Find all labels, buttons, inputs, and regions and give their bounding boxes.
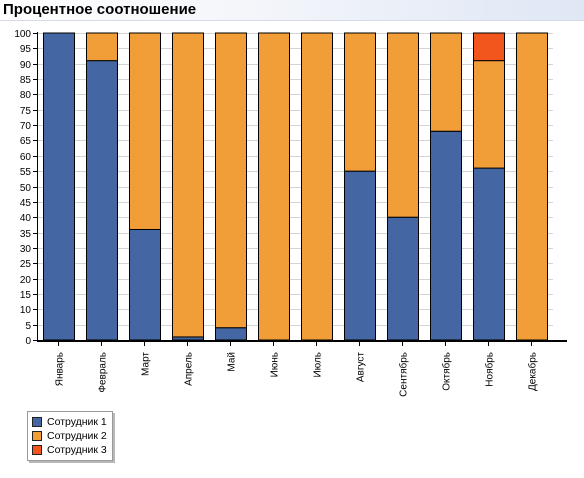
y-tick-label: 50 [20, 183, 32, 194]
bar-segment-series-2 [344, 32, 376, 172]
y-tick-label: 60 [20, 152, 32, 163]
y-tick-label: 90 [20, 60, 32, 71]
y-tick-label: 85 [20, 75, 32, 86]
bar-segment-series-1 [344, 170, 376, 341]
legend-swatch-series-2 [32, 431, 42, 441]
x-axis [37, 340, 567, 342]
legend-item-series-2: Сотрудник 2 [32, 429, 107, 443]
bar-segment-series-1 [387, 216, 419, 341]
bar-segment-series-1 [86, 60, 118, 341]
y-tick-label: 25 [20, 259, 32, 270]
bar-segment-series-2 [301, 32, 333, 341]
y-tick-label: 30 [20, 244, 32, 255]
x-tick-label: Декабрь [527, 352, 539, 391]
y-tick-label: 95 [20, 44, 32, 55]
bar-segment-series-1 [430, 130, 462, 341]
y-tick-label: 80 [20, 90, 32, 101]
legend-item-series-1: Сотрудник 1 [32, 415, 107, 429]
bar-segment-series-1 [129, 228, 161, 341]
legend: Сотрудник 1 Сотрудник 2 Сотрудник 3 [27, 411, 113, 461]
y-tick-label: 20 [20, 275, 32, 286]
x-tick-label: Июнь [270, 352, 281, 377]
legend-label-series-2: Сотрудник 2 [47, 430, 107, 442]
bar-segment-series-2 [430, 32, 462, 132]
y-tick-label: 65 [20, 136, 32, 147]
y-tick-label: 35 [20, 229, 32, 240]
x-tick-label: Октябрь [441, 352, 453, 391]
x-tick-label: Февраль [98, 352, 109, 393]
legend-label-series-3: Сотрудник 3 [47, 444, 107, 456]
bar-segment-series-1 [43, 32, 75, 341]
chart-title-bar: Процентное соотношение [0, 0, 584, 21]
y-tick-label: 75 [20, 106, 32, 117]
legend-item-series-3: Сотрудник 3 [32, 443, 107, 457]
bar-segment-series-1 [473, 167, 505, 341]
bar-segment-series-2 [129, 32, 161, 230]
y-tick-label: 10 [20, 305, 32, 316]
y-tick-label: 5 [25, 321, 31, 332]
legend-swatch-series-3 [32, 445, 42, 455]
y-tick-label: 70 [20, 121, 32, 132]
x-tick-label: Август [356, 352, 367, 383]
bar-segment-series-2 [215, 32, 247, 329]
bar-segment-series-2 [516, 32, 548, 341]
y-tick-label: 40 [20, 213, 32, 224]
bar-segment-series-2 [387, 32, 419, 218]
x-tick-label: Сентябрь [398, 352, 410, 397]
bars [43, 32, 548, 341]
x-tick-label: Май [227, 352, 238, 372]
tick-labels: 0 5 10 15 20 25 30 35 40 45 50 55 60 65 70 75 80 85 90 95 10… [14, 29, 538, 397]
bar-segment-series-3 [473, 32, 505, 62]
bar-segment-series-1 [215, 327, 247, 341]
y-tick-label: 55 [20, 167, 32, 178]
legend-swatch-series-1 [32, 417, 42, 427]
bar-segment-series-2 [258, 32, 290, 341]
bar-segment-series-2 [172, 32, 204, 338]
x-tick-label: Июль [313, 352, 324, 378]
bar-segment-series-2 [86, 32, 118, 62]
y-tick-label: 0 [25, 336, 31, 347]
grid-lines [37, 33, 553, 326]
y-tick-label: 100 [14, 29, 31, 40]
axes [33, 32, 567, 346]
x-tick-label: Март [141, 352, 152, 376]
chart-title: Процентное соотношение [3, 1, 197, 18]
y-tick-label: 15 [20, 290, 32, 301]
x-tick-label: Январь [55, 352, 66, 386]
x-tick-label: Ноябрь [484, 352, 496, 387]
x-tick-label: Апрель [184, 352, 195, 386]
bar-segment-series-2 [473, 60, 505, 169]
y-tick-label: 45 [20, 198, 32, 209]
legend-label-series-1: Сотрудник 1 [47, 416, 107, 428]
